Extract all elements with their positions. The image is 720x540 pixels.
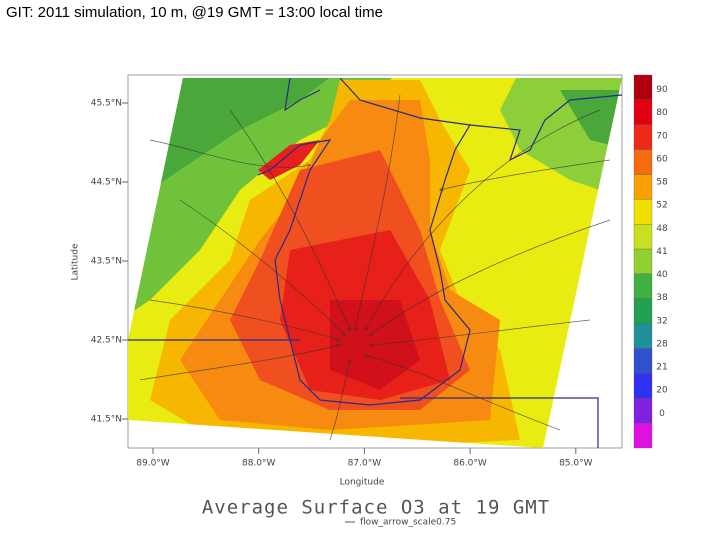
plot-title: Average Surface O3 at 19 GMT bbox=[202, 497, 550, 519]
colorbar-swatch bbox=[633, 323, 653, 349]
lon-label: 85.0°W bbox=[559, 459, 593, 469]
colorbar-swatch bbox=[633, 422, 653, 449]
colorbar-label: 38 bbox=[656, 293, 668, 303]
colorbar-swatch bbox=[633, 224, 653, 250]
legend-text: flow_arrow_scale0.75 bbox=[360, 518, 456, 528]
colorbar-swatch bbox=[633, 298, 653, 324]
colorbar-label: 48 bbox=[656, 224, 668, 234]
y-axis-label: Latitude bbox=[71, 243, 81, 281]
colorbar-label: 20 bbox=[656, 386, 668, 396]
colorbar-label: 70 bbox=[656, 131, 668, 141]
lon-label: 88.0°W bbox=[242, 459, 276, 469]
coastlines bbox=[128, 77, 623, 448]
colorbar-swatch bbox=[633, 248, 653, 275]
colorbar-swatch bbox=[633, 149, 653, 175]
lat-label: 41.5°N bbox=[91, 415, 122, 425]
colorbar-label: 41 bbox=[656, 247, 667, 257]
colorbar-label: 32 bbox=[656, 316, 667, 326]
colorbar-label: 28 bbox=[656, 339, 668, 349]
colorbar-swatch bbox=[633, 124, 653, 150]
lon-label: 89.0°W bbox=[136, 459, 170, 469]
colorbar-label: 80 bbox=[656, 108, 668, 118]
colorbar-swatch bbox=[633, 398, 653, 424]
lat-label: 45.5°N bbox=[91, 99, 122, 109]
colorbar-swatch bbox=[633, 99, 653, 125]
lat-label: 43.5°N bbox=[91, 257, 122, 267]
colorbar-swatch bbox=[633, 199, 653, 225]
colorbar-label: 0 bbox=[659, 409, 665, 419]
lat-label: 42.5°N bbox=[91, 336, 122, 346]
lat-label: 44.5°N bbox=[91, 178, 122, 188]
lon-label: 87.0°W bbox=[348, 459, 382, 469]
colorbar-label: 90 bbox=[656, 85, 668, 95]
colorbar-label: 21 bbox=[656, 363, 667, 373]
colorbar-label: 58 bbox=[656, 178, 668, 188]
colorbar-swatch bbox=[633, 273, 653, 299]
lon-label: 86.0°W bbox=[453, 459, 487, 469]
colorbar-swatch bbox=[633, 174, 653, 200]
colorbar-label: 60 bbox=[656, 154, 668, 164]
page-title: GIT: 2011 simulation, 10 m, @19 GMT = 13… bbox=[6, 4, 383, 21]
colorbar-swatch bbox=[633, 348, 653, 374]
colorbar-label: 52 bbox=[656, 201, 667, 211]
x-axis-label: Longitude bbox=[340, 478, 385, 488]
flow-streamlines bbox=[139, 94, 611, 441]
colorbar-label: 40 bbox=[656, 270, 668, 280]
colorbar-swatch bbox=[633, 74, 653, 101]
colorbar-swatch bbox=[633, 373, 653, 399]
ozone-field bbox=[128, 78, 622, 448]
